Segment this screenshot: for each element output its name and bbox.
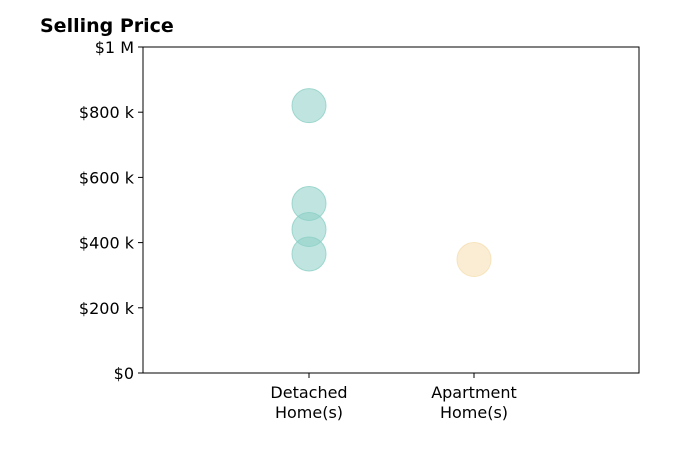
y-tick-label: $0: [114, 364, 134, 383]
plot-frame: [142, 46, 640, 374]
x-tick-label: Apartment Home(s): [431, 383, 517, 422]
chart-title: Selling Price: [40, 15, 174, 37]
y-tick-label: $800 k: [79, 103, 135, 122]
y-tick-label: $600 k: [79, 168, 135, 187]
data-point: [291, 236, 327, 272]
x-tick-label: Detached Home(s): [270, 383, 347, 422]
y-tick-label: $400 k: [79, 234, 135, 253]
y-tick-label: $1 M: [95, 38, 134, 57]
y-tick-label: $200 k: [79, 299, 135, 318]
data-point: [291, 88, 327, 124]
data-point: [456, 242, 492, 278]
